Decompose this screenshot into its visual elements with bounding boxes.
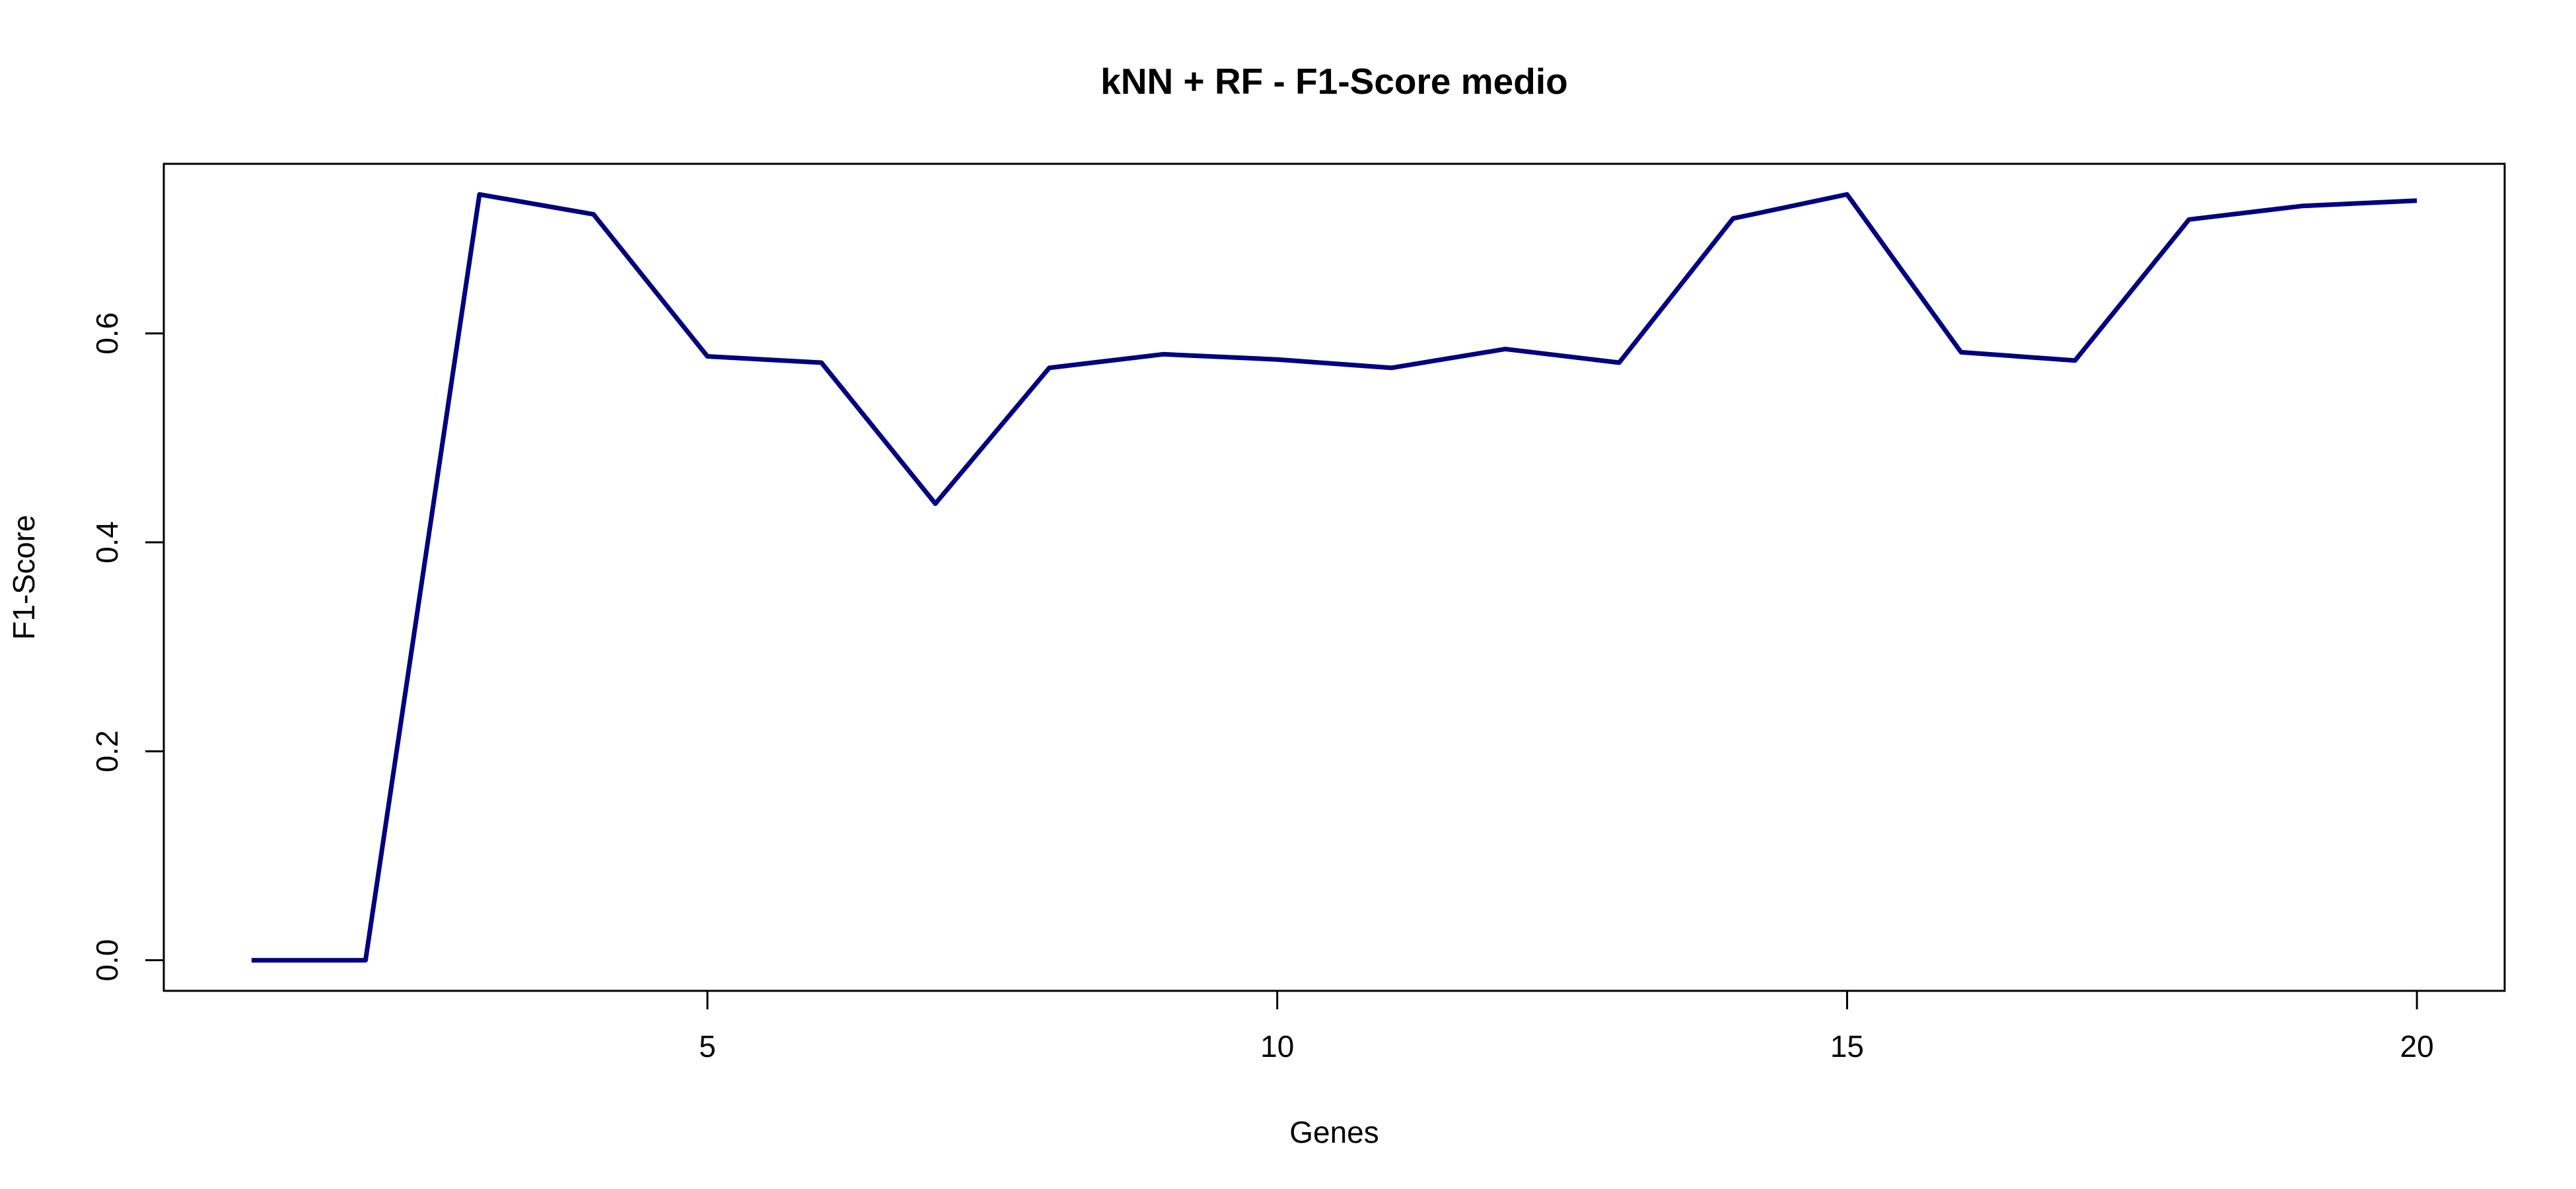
y-axis: 0.0 0.2 0.4 0.6 bbox=[90, 312, 165, 982]
x-tick-label: 10 bbox=[1260, 1029, 1294, 1063]
chart-title: kNN + RF - F1-Score medio bbox=[1100, 61, 1568, 102]
y-tick-label: 0.0 bbox=[90, 939, 124, 982]
x-tick-label: 15 bbox=[1830, 1029, 1864, 1063]
series-layer bbox=[251, 192, 2417, 963]
x-tick-label: 20 bbox=[2400, 1029, 2434, 1063]
plot-frame bbox=[162, 162, 2506, 992]
y-tick-label: 0.4 bbox=[90, 521, 124, 563]
y-axis-label: F1-Score bbox=[7, 515, 41, 639]
x-axis-label: Genes bbox=[1289, 1115, 1379, 1149]
y-tick-label: 0.2 bbox=[90, 730, 124, 772]
series-line bbox=[251, 192, 2417, 963]
x-axis: 5 10 15 20 bbox=[699, 990, 2434, 1063]
x-tick-label: 5 bbox=[699, 1029, 716, 1063]
y-tick-label: 0.6 bbox=[90, 312, 124, 355]
